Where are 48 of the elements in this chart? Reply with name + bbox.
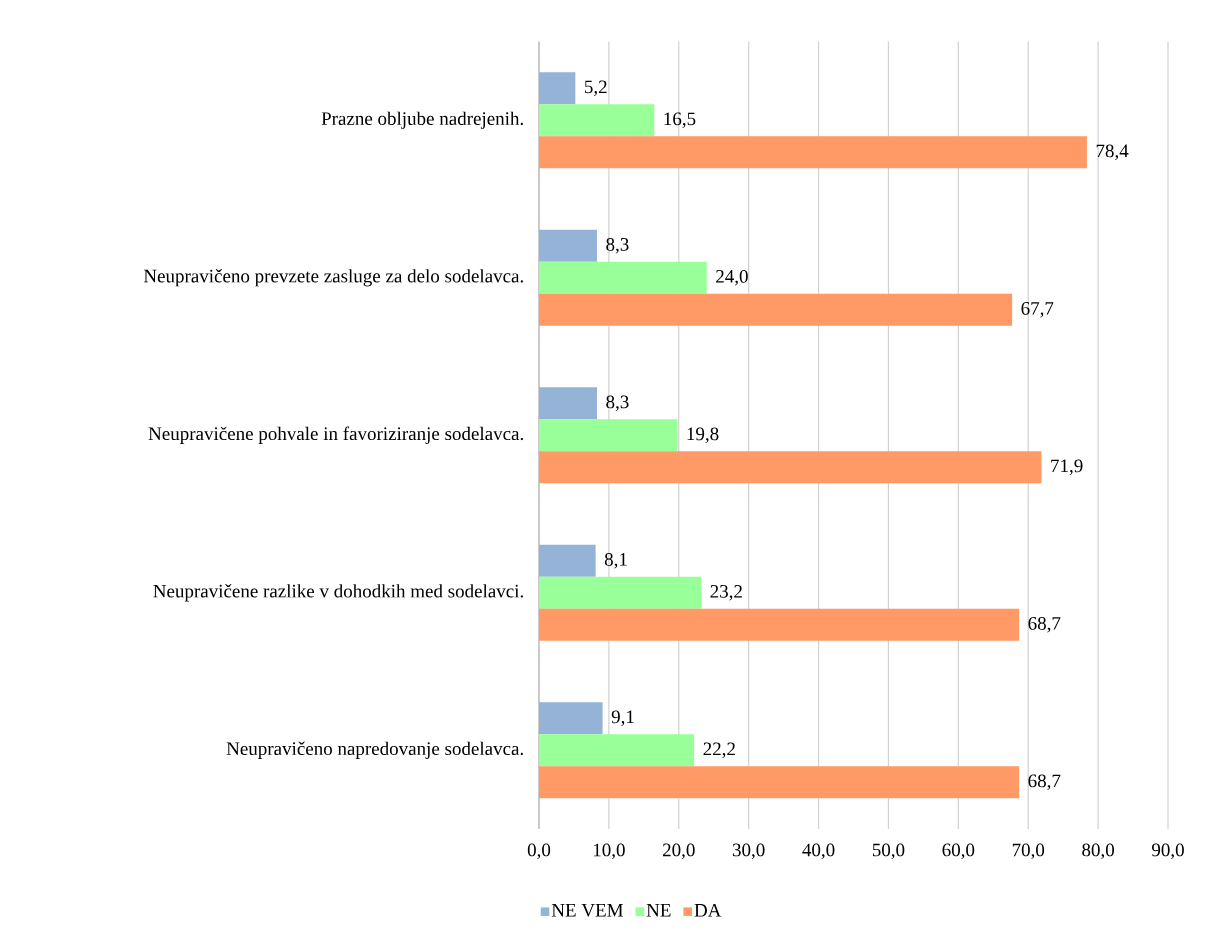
y-tick-label: Neupravičeno prevzete zasluge za delo sodelavca. bbox=[143, 269, 523, 287]
y-tick-label: Neupravičene pohvale in favoriziranje sodelavca. bbox=[148, 426, 523, 444]
bar bbox=[539, 261, 707, 294]
data-label: 8,1 bbox=[604, 552, 627, 569]
x-tick-label: 20,0 bbox=[662, 843, 695, 860]
data-label: 22,2 bbox=[703, 742, 735, 758]
data-label: 16,5 bbox=[664, 112, 696, 128]
bar bbox=[539, 229, 598, 262]
bar bbox=[539, 136, 1087, 169]
data-label: 68,7 bbox=[1028, 774, 1061, 791]
x-tick-label: 40,0 bbox=[802, 843, 835, 860]
data-label: 67,7 bbox=[1021, 302, 1054, 318]
data-label: 8,3 bbox=[606, 395, 629, 412]
x-tick-label: 30,0 bbox=[732, 843, 765, 860]
bar bbox=[539, 734, 695, 767]
data-label: 19,8 bbox=[687, 427, 719, 444]
x-tick-label: 50,0 bbox=[872, 843, 905, 860]
x-tick-label: 60,0 bbox=[942, 843, 975, 860]
x-tick-label: 80,0 bbox=[1082, 843, 1114, 860]
bar bbox=[539, 766, 1020, 799]
data-label: 24,0 bbox=[716, 269, 748, 286]
bar bbox=[539, 419, 678, 452]
y-tick-label: Neupravičeno napredovanje sodelavca. bbox=[226, 741, 523, 759]
bar bbox=[539, 293, 1013, 326]
legend-label: DA bbox=[694, 904, 722, 917]
x-tick-label: 10,0 bbox=[593, 843, 625, 860]
bar bbox=[539, 451, 1042, 484]
data-label: 78,4 bbox=[1096, 144, 1129, 161]
data-label: 5,2 bbox=[584, 80, 607, 96]
bar bbox=[539, 104, 655, 137]
data-label: 8,3 bbox=[606, 237, 629, 254]
bar bbox=[539, 544, 596, 577]
bar bbox=[539, 72, 576, 105]
data-label: 9,1 bbox=[611, 710, 634, 726]
data-label: 68,7 bbox=[1028, 616, 1061, 633]
legend-label: NE bbox=[646, 904, 671, 917]
y-tick-label: Neupravičene razlike v dohodkih med sodelavci. bbox=[153, 584, 523, 602]
bar bbox=[539, 576, 702, 609]
x-tick-label: 90,0 bbox=[1151, 843, 1184, 860]
bar bbox=[539, 702, 603, 735]
bar bbox=[539, 608, 1020, 641]
y-tick-label: Prazne obljube nadrejenih. bbox=[321, 111, 523, 129]
legend-label: NE VEM bbox=[551, 904, 623, 917]
data-label: 23,2 bbox=[710, 585, 742, 601]
x-tick-label: 0,0 bbox=[527, 843, 551, 860]
data-label: 71,9 bbox=[1051, 459, 1083, 475]
x-tick-label: 70,0 bbox=[1012, 843, 1045, 860]
bar bbox=[539, 387, 598, 420]
